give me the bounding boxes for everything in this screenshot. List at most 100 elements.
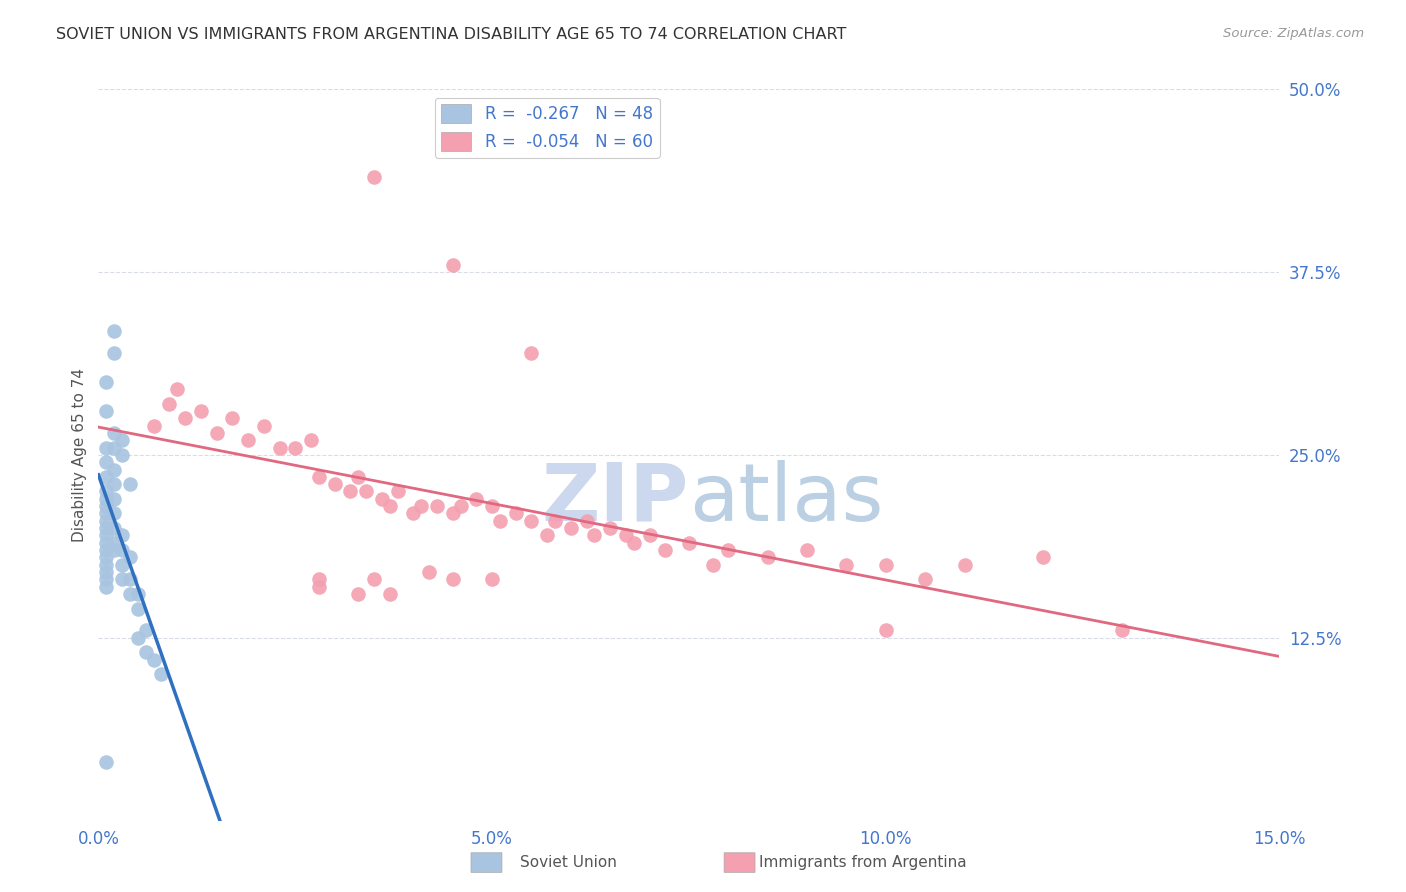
Text: Source: ZipAtlas.com: Source: ZipAtlas.com <box>1223 27 1364 40</box>
Point <box>441 572 464 586</box>
Point <box>450 499 472 513</box>
Point <box>875 624 897 638</box>
Point <box>111 558 134 572</box>
Point <box>717 543 740 558</box>
Point <box>371 491 394 506</box>
Point <box>96 572 118 586</box>
Text: atlas: atlas <box>689 459 883 538</box>
Point <box>96 543 118 558</box>
Point <box>402 507 425 521</box>
Point <box>418 565 440 579</box>
Point <box>103 462 125 476</box>
Point <box>323 477 346 491</box>
Point <box>118 550 141 565</box>
Legend: R =  -0.267   N = 48, R =  -0.054   N = 60: R = -0.267 N = 48, R = -0.054 N = 60 <box>434 97 659 158</box>
Point <box>127 601 149 615</box>
Point <box>914 572 936 586</box>
Point <box>599 521 621 535</box>
Point <box>623 535 645 549</box>
Point <box>111 528 134 542</box>
Point <box>614 528 637 542</box>
Point <box>363 169 385 184</box>
Point <box>96 484 118 499</box>
Point <box>308 572 330 586</box>
Point <box>127 587 149 601</box>
Point <box>166 382 188 396</box>
Point <box>221 411 243 425</box>
Point <box>103 491 125 506</box>
Point <box>190 404 212 418</box>
Point <box>96 755 118 769</box>
Point <box>347 587 370 601</box>
Point <box>378 587 401 601</box>
Point <box>103 535 125 549</box>
Point <box>174 411 197 425</box>
Point <box>111 543 134 558</box>
Point <box>142 418 165 433</box>
Point <box>1111 624 1133 638</box>
Y-axis label: Disability Age 65 to 74: Disability Age 65 to 74 <box>72 368 87 542</box>
Point <box>411 499 433 513</box>
Text: SOVIET UNION VS IMMIGRANTS FROM ARGENTINA DISABILITY AGE 65 TO 74 CORRELATION CH: SOVIET UNION VS IMMIGRANTS FROM ARGENTIN… <box>56 27 846 42</box>
Point <box>96 550 118 565</box>
Point <box>536 528 558 542</box>
Point <box>654 543 676 558</box>
Point <box>96 580 118 594</box>
Point <box>142 653 165 667</box>
Point <box>111 572 134 586</box>
Point <box>118 587 141 601</box>
Point <box>236 434 259 448</box>
FancyBboxPatch shape <box>471 853 502 872</box>
Point <box>756 550 779 565</box>
Point <box>103 425 125 440</box>
Point <box>96 535 118 549</box>
Point <box>96 507 118 521</box>
Point <box>205 425 228 440</box>
Point <box>835 558 858 572</box>
Point <box>426 499 449 513</box>
Point <box>378 499 401 513</box>
Point <box>96 441 118 455</box>
Point <box>544 514 567 528</box>
Text: Immigrants from Argentina: Immigrants from Argentina <box>759 855 967 870</box>
Point <box>103 441 125 455</box>
Point <box>387 484 409 499</box>
Point <box>796 543 818 558</box>
Point <box>135 624 157 638</box>
Point <box>103 521 125 535</box>
Point <box>308 580 330 594</box>
Point <box>96 404 118 418</box>
Point <box>678 535 700 549</box>
Text: Soviet Union: Soviet Union <box>520 855 617 870</box>
Point <box>118 477 141 491</box>
Point <box>103 543 125 558</box>
Point <box>347 470 370 484</box>
Point <box>583 528 606 542</box>
Point <box>111 434 134 448</box>
Point <box>520 514 543 528</box>
Point <box>505 507 527 521</box>
Point <box>96 528 118 542</box>
Point <box>103 345 125 359</box>
Point <box>135 645 157 659</box>
Point <box>560 521 582 535</box>
Point <box>489 514 512 528</box>
Point <box>118 572 141 586</box>
Point <box>575 514 598 528</box>
Point <box>1032 550 1054 565</box>
Point <box>308 470 330 484</box>
Point <box>103 324 125 338</box>
Point <box>363 572 385 586</box>
Point <box>96 455 118 469</box>
Text: ZIP: ZIP <box>541 459 689 538</box>
Point <box>111 448 134 462</box>
Point <box>253 418 276 433</box>
Point <box>96 499 118 513</box>
Point <box>269 441 291 455</box>
Point <box>103 477 125 491</box>
Point <box>953 558 976 572</box>
Point <box>96 565 118 579</box>
Point <box>96 470 118 484</box>
Point <box>96 558 118 572</box>
Point <box>96 375 118 389</box>
